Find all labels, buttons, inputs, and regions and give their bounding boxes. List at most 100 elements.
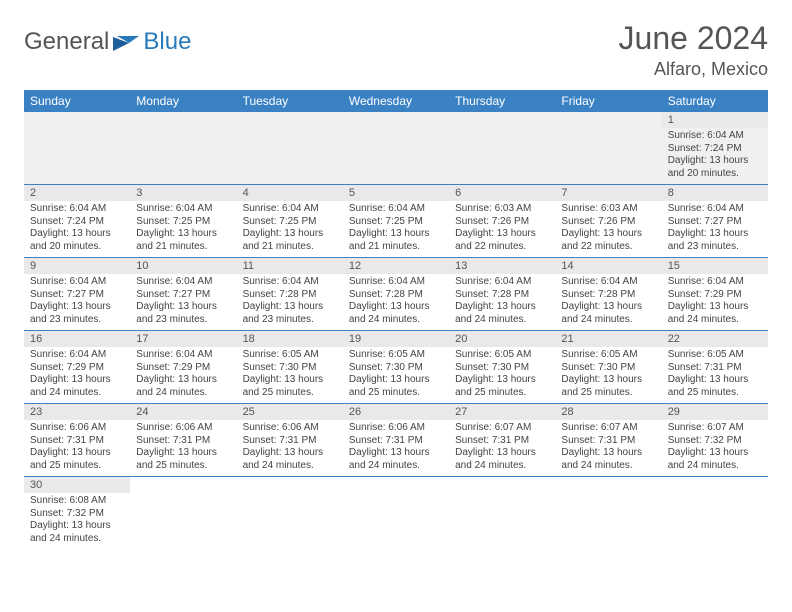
day-details: Sunrise: 6:04 AMSunset: 7:27 PMDaylight:… <box>130 274 236 330</box>
day-number: 6 <box>449 185 555 201</box>
sunrise-line: Sunrise: 6:06 AM <box>30 422 124 435</box>
day-details: Sunrise: 6:03 AMSunset: 7:26 PMDaylight:… <box>449 201 555 257</box>
day-number: 17 <box>130 331 236 347</box>
daylight-line: Daylight: 13 hours and 23 minutes. <box>30 301 124 326</box>
calendar-day: 19Sunrise: 6:05 AMSunset: 7:30 PMDayligh… <box>343 331 449 404</box>
sunrise-line: Sunrise: 6:04 AM <box>136 349 230 362</box>
daylight-line: Daylight: 13 hours and 24 minutes. <box>349 301 443 326</box>
daylight-line: Daylight: 13 hours and 24 minutes. <box>668 301 762 326</box>
calendar-empty <box>237 112 343 185</box>
calendar-week: 2Sunrise: 6:04 AMSunset: 7:24 PMDaylight… <box>24 185 768 258</box>
calendar-day: 28Sunrise: 6:07 AMSunset: 7:31 PMDayligh… <box>555 404 661 477</box>
calendar-week: 16Sunrise: 6:04 AMSunset: 7:29 PMDayligh… <box>24 331 768 404</box>
sunrise-line: Sunrise: 6:04 AM <box>668 276 762 289</box>
sunrise-line: Sunrise: 6:05 AM <box>561 349 655 362</box>
sunset-line: Sunset: 7:32 PM <box>668 435 762 448</box>
calendar-day: 14Sunrise: 6:04 AMSunset: 7:28 PMDayligh… <box>555 258 661 331</box>
day-details: Sunrise: 6:04 AMSunset: 7:29 PMDaylight:… <box>24 347 130 403</box>
day-details: Sunrise: 6:05 AMSunset: 7:30 PMDaylight:… <box>343 347 449 403</box>
day-details: Sunrise: 6:06 AMSunset: 7:31 PMDaylight:… <box>237 420 343 476</box>
calendar-day: 23Sunrise: 6:06 AMSunset: 7:31 PMDayligh… <box>24 404 130 477</box>
sunrise-line: Sunrise: 6:04 AM <box>668 130 762 143</box>
day-details: Sunrise: 6:05 AMSunset: 7:30 PMDaylight:… <box>449 347 555 403</box>
daylight-line: Daylight: 13 hours and 24 minutes. <box>349 447 443 472</box>
day-number: 8 <box>662 185 768 201</box>
day-details: Sunrise: 6:04 AMSunset: 7:29 PMDaylight:… <box>130 347 236 403</box>
day-details: Sunrise: 6:04 AMSunset: 7:24 PMDaylight:… <box>24 201 130 257</box>
day-number: 25 <box>237 404 343 420</box>
day-number: 29 <box>662 404 768 420</box>
sunrise-line: Sunrise: 6:05 AM <box>455 349 549 362</box>
calendar-day: 10Sunrise: 6:04 AMSunset: 7:27 PMDayligh… <box>130 258 236 331</box>
daylight-line: Daylight: 13 hours and 24 minutes. <box>30 374 124 399</box>
day-number: 19 <box>343 331 449 347</box>
calendar-empty <box>449 477 555 550</box>
calendar-day: 11Sunrise: 6:04 AMSunset: 7:28 PMDayligh… <box>237 258 343 331</box>
weekday-header: Wednesday <box>343 90 449 112</box>
calendar-empty <box>343 477 449 550</box>
day-number: 12 <box>343 258 449 274</box>
daylight-line: Daylight: 13 hours and 25 minutes. <box>561 374 655 399</box>
sunset-line: Sunset: 7:31 PM <box>30 435 124 448</box>
day-number: 28 <box>555 404 661 420</box>
day-details: Sunrise: 6:04 AMSunset: 7:25 PMDaylight:… <box>237 201 343 257</box>
sunset-line: Sunset: 7:27 PM <box>668 216 762 229</box>
calendar-day: 21Sunrise: 6:05 AMSunset: 7:30 PMDayligh… <box>555 331 661 404</box>
calendar-empty <box>130 477 236 550</box>
calendar-day: 16Sunrise: 6:04 AMSunset: 7:29 PMDayligh… <box>24 331 130 404</box>
calendar-empty <box>555 112 661 185</box>
sunrise-line: Sunrise: 6:07 AM <box>668 422 762 435</box>
sunrise-line: Sunrise: 6:05 AM <box>668 349 762 362</box>
calendar-day: 15Sunrise: 6:04 AMSunset: 7:29 PMDayligh… <box>662 258 768 331</box>
header: General Blue June 2024 Alfaro, Mexico <box>24 20 768 80</box>
day-number: 5 <box>343 185 449 201</box>
day-number: 3 <box>130 185 236 201</box>
daylight-line: Daylight: 13 hours and 21 minutes. <box>136 228 230 253</box>
day-number: 1 <box>662 112 768 128</box>
sunset-line: Sunset: 7:31 PM <box>243 435 337 448</box>
calendar-week: 1Sunrise: 6:04 AMSunset: 7:24 PMDaylight… <box>24 112 768 185</box>
day-number: 16 <box>24 331 130 347</box>
sunset-line: Sunset: 7:30 PM <box>349 362 443 375</box>
sunset-line: Sunset: 7:28 PM <box>561 289 655 302</box>
day-details: Sunrise: 6:04 AMSunset: 7:28 PMDaylight:… <box>555 274 661 330</box>
daylight-line: Daylight: 13 hours and 24 minutes. <box>561 301 655 326</box>
sunrise-line: Sunrise: 6:04 AM <box>561 276 655 289</box>
calendar-empty <box>449 112 555 185</box>
daylight-line: Daylight: 13 hours and 23 minutes. <box>668 228 762 253</box>
sunrise-line: Sunrise: 6:04 AM <box>30 203 124 216</box>
sunrise-line: Sunrise: 6:07 AM <box>455 422 549 435</box>
day-number: 21 <box>555 331 661 347</box>
calendar-day: 27Sunrise: 6:07 AMSunset: 7:31 PMDayligh… <box>449 404 555 477</box>
weekday-header: Saturday <box>662 90 768 112</box>
day-details: Sunrise: 6:08 AMSunset: 7:32 PMDaylight:… <box>24 493 130 549</box>
sunset-line: Sunset: 7:27 PM <box>30 289 124 302</box>
calendar-day: 2Sunrise: 6:04 AMSunset: 7:24 PMDaylight… <box>24 185 130 258</box>
calendar-day: 20Sunrise: 6:05 AMSunset: 7:30 PMDayligh… <box>449 331 555 404</box>
sunrise-line: Sunrise: 6:05 AM <box>243 349 337 362</box>
sunset-line: Sunset: 7:25 PM <box>136 216 230 229</box>
weekday-header: Friday <box>555 90 661 112</box>
sunrise-line: Sunrise: 6:04 AM <box>136 203 230 216</box>
day-details: Sunrise: 6:04 AMSunset: 7:27 PMDaylight:… <box>662 201 768 257</box>
sunset-line: Sunset: 7:30 PM <box>455 362 549 375</box>
day-details: Sunrise: 6:07 AMSunset: 7:31 PMDaylight:… <box>449 420 555 476</box>
daylight-line: Daylight: 13 hours and 25 minutes. <box>243 374 337 399</box>
daylight-line: Daylight: 13 hours and 25 minutes. <box>668 374 762 399</box>
day-number: 30 <box>24 477 130 493</box>
calendar-day: 7Sunrise: 6:03 AMSunset: 7:26 PMDaylight… <box>555 185 661 258</box>
day-number: 9 <box>24 258 130 274</box>
sunrise-line: Sunrise: 6:04 AM <box>349 203 443 216</box>
sunset-line: Sunset: 7:26 PM <box>561 216 655 229</box>
sunset-line: Sunset: 7:24 PM <box>668 143 762 156</box>
calendar-table: SundayMondayTuesdayWednesdayThursdayFrid… <box>24 90 768 549</box>
calendar-week: 30Sunrise: 6:08 AMSunset: 7:32 PMDayligh… <box>24 477 768 550</box>
sunrise-line: Sunrise: 6:07 AM <box>561 422 655 435</box>
day-details: Sunrise: 6:04 AMSunset: 7:28 PMDaylight:… <box>449 274 555 330</box>
calendar-empty <box>343 112 449 185</box>
sunrise-line: Sunrise: 6:06 AM <box>243 422 337 435</box>
day-details: Sunrise: 6:04 AMSunset: 7:27 PMDaylight:… <box>24 274 130 330</box>
calendar-day: 17Sunrise: 6:04 AMSunset: 7:29 PMDayligh… <box>130 331 236 404</box>
calendar-day: 26Sunrise: 6:06 AMSunset: 7:31 PMDayligh… <box>343 404 449 477</box>
calendar-day: 6Sunrise: 6:03 AMSunset: 7:26 PMDaylight… <box>449 185 555 258</box>
